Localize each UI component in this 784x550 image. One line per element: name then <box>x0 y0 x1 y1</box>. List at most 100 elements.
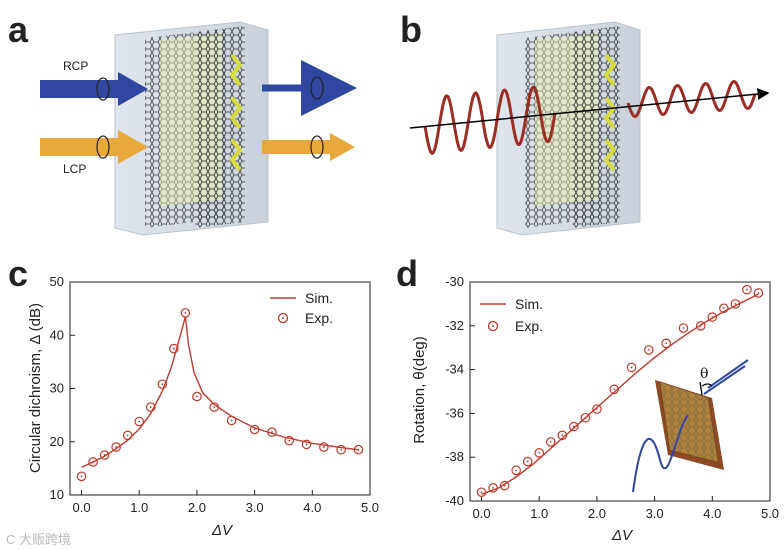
exp-point-dot-c <box>184 311 187 314</box>
panel-letter-c: c <box>8 253 28 294</box>
ylabel-c: Circular dichroism, Δ (dB) <box>27 303 44 473</box>
exp-point-dot-d <box>722 307 725 310</box>
exp-point-d <box>569 421 579 432</box>
ytick-label-c: 50 <box>50 274 64 289</box>
panel-letter-b: b <box>400 9 422 50</box>
exp-point-d <box>661 338 671 349</box>
rcp-label: RCP <box>63 59 88 73</box>
exp-point-dot-c <box>149 406 152 409</box>
exp-point-dot-d <box>549 440 552 443</box>
axes-c: 0.0 1.0 2.0 3.0 4.0 5.0 10 20 30 40 50 <box>50 274 380 515</box>
ytick-label-c: 20 <box>50 434 64 449</box>
exp-point-dot-c <box>103 454 106 456</box>
exp-point-dot-d <box>682 327 685 329</box>
exp-point-c <box>192 391 202 402</box>
exp-point-dot-c <box>172 347 175 350</box>
exp-point-c <box>336 444 346 455</box>
incident-wave <box>423 85 557 156</box>
exp-point-dot-c <box>230 419 233 422</box>
exp-point-dot-d <box>584 416 587 419</box>
exp-point-d <box>730 299 741 309</box>
xtick-label-c: 4.0 <box>303 500 321 515</box>
xtick-label-c: 1.0 <box>130 500 148 515</box>
exp-point-c <box>76 471 87 482</box>
legend-d: Sim. Exp. <box>480 296 543 334</box>
chiral-resonators <box>229 53 243 172</box>
ytick-label-d: -40 <box>445 493 464 508</box>
exp-point-dot-c <box>357 448 360 451</box>
inset-theta-label: θ <box>700 366 708 382</box>
exp-point-d <box>753 288 764 298</box>
exp-point-dot-c <box>288 439 291 442</box>
exp-point-dot-d <box>572 425 575 428</box>
exp-point-d <box>695 320 706 331</box>
exp-point-c <box>226 415 237 426</box>
legend-c-exp-swatch <box>277 312 289 324</box>
rotation-inset: θ <box>632 359 749 493</box>
exp-point-c <box>157 379 168 390</box>
exp-point-d <box>522 456 533 467</box>
xtick-label-d: 4.0 <box>703 506 721 521</box>
exp-point-c <box>99 450 110 460</box>
marks-c <box>76 308 364 482</box>
exp-point-dot-d <box>596 408 598 410</box>
exp-point-d <box>678 323 689 333</box>
exp-point-dot-d <box>665 342 668 345</box>
exp-point-d <box>644 345 654 355</box>
legend-d-exp-swatch <box>487 320 499 332</box>
exp-point-dot-c <box>115 446 118 448</box>
inset-wave-out <box>703 359 749 395</box>
ylabel-d: Rotation, θ(deg) <box>411 336 428 444</box>
plot-frame-d <box>469 281 771 502</box>
lcp-rotation-icon <box>96 135 110 159</box>
exp-point-dot-c <box>322 446 325 448</box>
lcp-out-rotation-icon <box>310 135 324 159</box>
exp-point-c <box>122 430 133 441</box>
exp-point-d <box>488 483 498 493</box>
legend-d-sim: Sim. <box>515 296 543 312</box>
exp-point-d <box>719 303 729 314</box>
watermark: C 大贩跨境 <box>6 532 71 547</box>
inset-plate-fill <box>660 382 718 462</box>
exp-point-d <box>476 487 487 498</box>
exp-point-dot-d <box>526 460 529 463</box>
exp-point-dot-d <box>699 324 702 327</box>
rcp-rotation-icon <box>96 77 110 101</box>
panel-c: c 0.0 1.0 2.0 3.0 4.0 5.0 10 20 30 40 50 Circular … <box>8 253 379 539</box>
exp-point-dot-d <box>711 316 714 318</box>
marks-d <box>476 284 764 498</box>
legend-c-sim: Sim. <box>305 290 333 306</box>
exp-point-d <box>534 448 545 458</box>
legend-d-exp: Exp. <box>515 318 543 334</box>
exp-point-d <box>609 384 620 395</box>
legend-c-exp-swatch-dot <box>282 317 284 319</box>
exp-point-c <box>145 402 156 412</box>
exp-point-dot-d <box>515 469 518 472</box>
exp-point-dot-c <box>80 475 83 478</box>
rcp-out-rotation-icon <box>310 76 324 100</box>
exp-point-d <box>499 480 510 491</box>
exp-point-dot-c <box>126 434 129 437</box>
exp-point-dot-c <box>92 461 94 463</box>
exp-point-c <box>169 343 179 354</box>
exp-point-dot-d <box>492 486 494 489</box>
exp-point-dot-c <box>271 431 273 434</box>
exp-point-dot-c <box>196 395 198 398</box>
xlabel-c: ΔV <box>211 522 234 539</box>
propagation-axis <box>409 88 770 129</box>
xlabel-d: ΔV <box>611 527 634 544</box>
exp-point-c <box>319 442 329 452</box>
xtick-label-c: 3.0 <box>246 500 264 515</box>
panel-letter-a: a <box>8 9 29 50</box>
exp-point-c <box>267 427 277 437</box>
inset-angle-arc <box>699 381 713 396</box>
exp-point-d <box>557 430 568 441</box>
exp-point-d <box>626 362 637 373</box>
ytick-label-d: -30 <box>445 274 464 289</box>
ytick-label-c: 40 <box>50 327 64 342</box>
exp-point-dot-c <box>161 383 164 386</box>
ytick-label-d: -36 <box>445 405 464 420</box>
panel-a: a RCP LCP <box>8 9 357 236</box>
exp-point-dot-d <box>480 491 483 494</box>
